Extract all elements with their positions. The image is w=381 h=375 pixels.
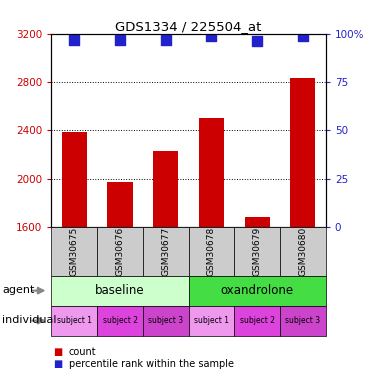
Bar <box>280 227 326 276</box>
Text: subject 2: subject 2 <box>240 316 275 325</box>
Text: percentile rank within the sample: percentile rank within the sample <box>69 359 234 369</box>
Point <box>208 33 215 39</box>
Bar <box>51 276 189 306</box>
Bar <box>280 306 326 336</box>
Text: subject 1: subject 1 <box>57 316 92 325</box>
Text: GSM30675: GSM30675 <box>70 226 79 276</box>
Point <box>71 36 77 42</box>
Bar <box>245 217 270 227</box>
Point <box>300 33 306 39</box>
Point <box>254 39 260 45</box>
Text: subject 2: subject 2 <box>102 316 138 325</box>
Text: ■: ■ <box>53 347 62 357</box>
Bar <box>199 118 224 227</box>
Bar <box>153 151 178 227</box>
Text: GSM30679: GSM30679 <box>253 226 262 276</box>
Bar <box>189 276 326 306</box>
Bar <box>234 306 280 336</box>
Bar <box>143 227 189 276</box>
Text: oxandrolone: oxandrolone <box>221 284 294 297</box>
Bar <box>51 306 97 336</box>
Text: GSM30677: GSM30677 <box>161 226 170 276</box>
Text: agent: agent <box>2 285 34 295</box>
Bar <box>62 132 87 227</box>
Text: count: count <box>69 347 96 357</box>
Bar <box>189 306 234 336</box>
Text: subject 3: subject 3 <box>285 316 320 325</box>
Bar <box>107 182 133 227</box>
Point <box>163 36 169 42</box>
Bar <box>97 227 143 276</box>
Text: GSM30676: GSM30676 <box>115 226 125 276</box>
Text: individual: individual <box>2 315 56 325</box>
Text: subject 3: subject 3 <box>148 316 183 325</box>
Bar <box>234 227 280 276</box>
Text: ■: ■ <box>53 359 62 369</box>
Text: GSM30680: GSM30680 <box>298 226 307 276</box>
Title: GDS1334 / 225504_at: GDS1334 / 225504_at <box>115 20 262 33</box>
Text: subject 1: subject 1 <box>194 316 229 325</box>
Bar <box>143 306 189 336</box>
Bar <box>290 78 315 227</box>
Bar <box>97 306 143 336</box>
Point <box>117 36 123 42</box>
Text: baseline: baseline <box>95 284 145 297</box>
Bar <box>51 227 97 276</box>
Bar <box>189 227 234 276</box>
Text: GSM30678: GSM30678 <box>207 226 216 276</box>
